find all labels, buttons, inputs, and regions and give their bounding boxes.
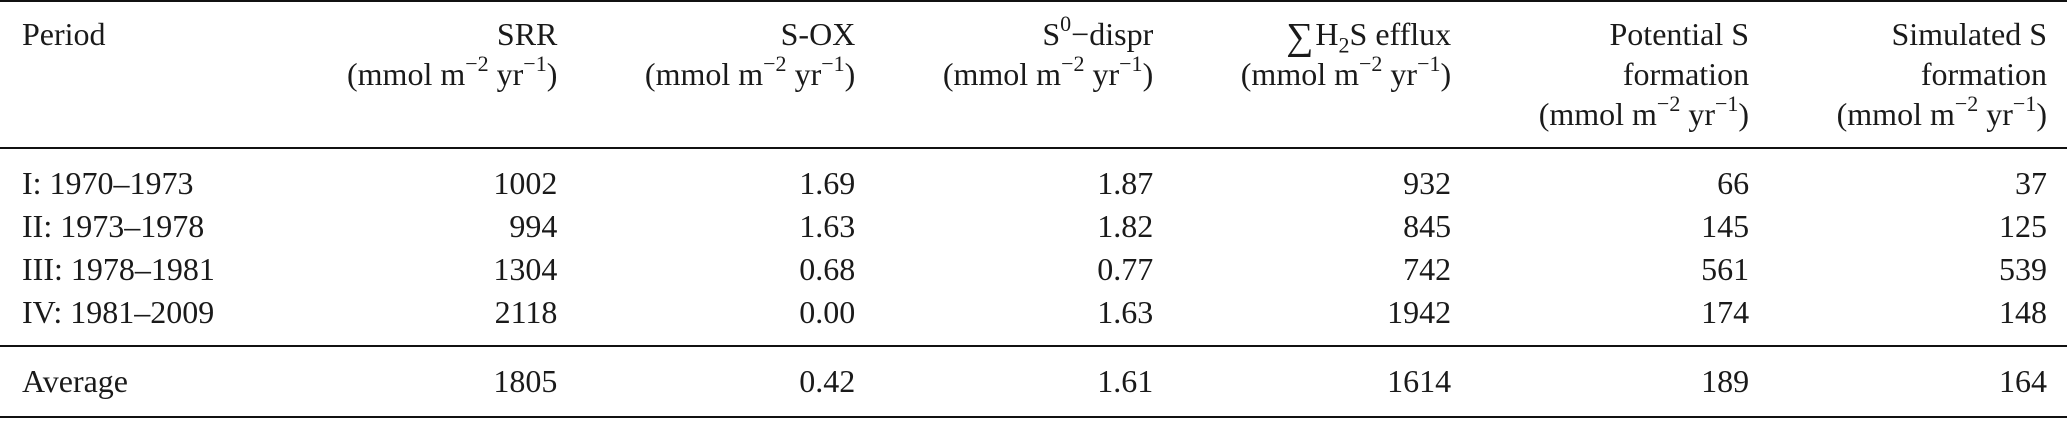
header-row: Period SRR (mmol m−2 yr−1) S-OX (mmol m−…	[0, 1, 2067, 148]
cell-period: Average	[22, 362, 128, 399]
cell-simulated: 125	[1999, 207, 2047, 244]
cell-s0: 1.87	[1097, 164, 1154, 201]
cell-sox: 0.00	[799, 293, 856, 330]
cell-s0: 1.61	[1097, 362, 1154, 399]
cell-sox: 0.42	[799, 362, 856, 399]
cell-potential: 145	[1701, 207, 1750, 244]
cell-simulated: 148	[1999, 293, 2047, 330]
table-footer: Average 1805 0.42 1.61 1614 189 164	[0, 346, 2067, 417]
header-period-label: Period	[22, 16, 106, 52]
cell-h2s: 1614	[1387, 362, 1452, 399]
header-srr: SRR (mmol m−2 yr−1)	[279, 1, 577, 148]
cell-h2s: 932	[1403, 164, 1452, 201]
cell-potential: 174	[1701, 293, 1750, 330]
cell-potential: 189	[1701, 362, 1750, 399]
sum-symbol: ∑	[1286, 16, 1314, 58]
header-sox-label: S-OX	[780, 16, 856, 52]
cell-h2s: 742	[1403, 250, 1452, 287]
cell-simulated: 539	[1999, 250, 2047, 287]
table-row: IV: 1981–2009 2118 0.00 1.63 1942 174 14…	[0, 290, 2067, 346]
cell-s0: 1.63	[1097, 293, 1154, 330]
table-row: I: 1970–1973 1002 1.69 1.87 932 66 37	[0, 148, 2067, 204]
header-h2s-efflux: ∑H2S efflux (mmol m−2 yr−1)	[1173, 1, 1471, 148]
cell-s0: 1.82	[1097, 207, 1154, 244]
cell-h2s: 845	[1403, 207, 1452, 244]
header-potential-unit: (mmol m−2 yr−1)	[1538, 91, 1750, 132]
cell-simulated: 164	[1999, 362, 2047, 399]
cell-srr: 1002	[493, 164, 558, 201]
header-h2s-label: ∑H2S efflux	[1286, 16, 1452, 58]
table-header: Period SRR (mmol m−2 yr−1) S-OX (mmol m−…	[0, 1, 2067, 148]
header-simulated-line1: Simulated S	[1891, 16, 2047, 52]
header-sox-unit: (mmol m−2 yr−1)	[644, 51, 856, 92]
cell-sox: 1.63	[799, 207, 856, 244]
cell-h2s: 1942	[1387, 293, 1452, 330]
header-potential-s: Potential S formation (mmol m−2 yr−1)	[1471, 1, 1769, 148]
header-s0-label: S0−dispr	[1042, 11, 1154, 52]
header-potential-line1: Potential S	[1609, 16, 1750, 52]
cell-period: IV: 1981–2009	[22, 293, 215, 330]
header-srr-label: SRR	[496, 16, 558, 52]
header-srr-unit: (mmol m−2 yr−1)	[347, 51, 558, 92]
header-period: Period	[0, 1, 279, 148]
header-potential-line2: formation	[1622, 56, 1750, 92]
average-row: Average 1805 0.42 1.61 1614 189 164	[0, 346, 2067, 417]
table-body: I: 1970–1973 1002 1.69 1.87 932 66 37 II…	[0, 148, 2067, 346]
header-s0-unit: (mmol m−2 yr−1)	[942, 51, 1154, 92]
header-simulated-s: Simulated S formation (mmol m−2 yr−1)	[1769, 1, 2067, 148]
cell-sox: 0.68	[799, 250, 856, 287]
header-s0-dispr: S0−dispr (mmol m−2 yr−1)	[875, 1, 1173, 148]
header-h2s-unit: (mmol m−2 yr−1)	[1240, 51, 1452, 92]
cell-potential: 66	[1717, 164, 1750, 201]
header-simulated-unit: (mmol m−2 yr−1)	[1836, 91, 2047, 132]
table-row: III: 1978–1981 1304 0.68 0.77 742 561 53…	[0, 247, 2067, 290]
cell-s0: 0.77	[1097, 250, 1154, 287]
cell-period: I: 1970–1973	[22, 164, 194, 201]
cell-potential: 561	[1701, 250, 1750, 287]
cell-simulated: 37	[2015, 164, 2047, 201]
cell-srr: 2118	[494, 293, 558, 330]
cell-srr: 1805	[493, 362, 558, 399]
table-row: II: 1973–1978 994 1.63 1.82 845 145 125	[0, 204, 2067, 247]
header-sox: S-OX (mmol m−2 yr−1)	[577, 1, 875, 148]
cell-srr: 1304	[493, 250, 558, 287]
header-simulated-line2: formation	[1920, 56, 2047, 92]
cell-srr: 994	[509, 207, 558, 244]
cell-period: II: 1973–1978	[22, 207, 205, 244]
cell-sox: 1.69	[799, 164, 856, 201]
cell-period: III: 1978–1981	[22, 250, 215, 287]
